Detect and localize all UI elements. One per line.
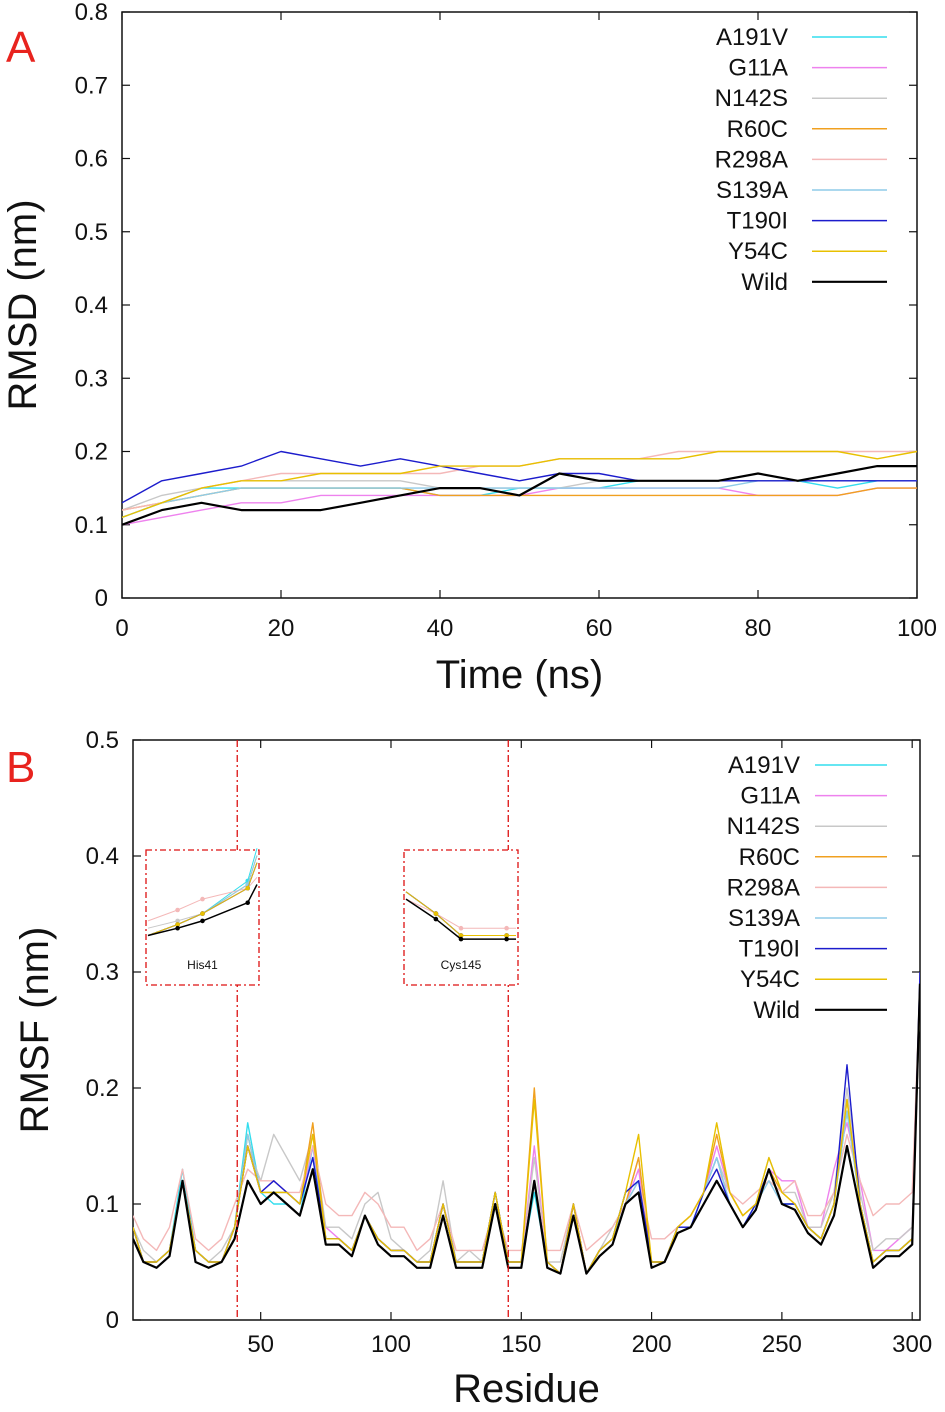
x-axis-title: Residue: [453, 1367, 600, 1411]
inset-frame: [403, 849, 519, 986]
series-lines: [133, 971, 920, 1275]
inset-point: [433, 916, 439, 922]
y-tick-label: 0.7: [75, 72, 108, 99]
inset-point: [433, 911, 439, 916]
inset-point: [504, 933, 509, 938]
inset-point: [504, 936, 509, 942]
legend-label: G11A: [740, 783, 800, 810]
inset-point: [200, 911, 205, 916]
legend-label: T190I: [727, 208, 788, 235]
x-tick-label: 100: [897, 615, 937, 642]
zoom-inset: Cys145: [403, 849, 519, 986]
x-tick-label: 20: [268, 615, 295, 642]
series-line-y54c: [133, 995, 920, 1275]
series-line-wild: [122, 465, 917, 526]
x-tick-label: 0: [115, 615, 128, 642]
series-line-a191v: [122, 480, 917, 519]
legend-label: Wild: [741, 269, 788, 296]
inset-frame: [145, 849, 260, 986]
series-line-t190i: [122, 450, 917, 504]
y-tick-label: 0.2: [86, 1075, 119, 1102]
series-line-n142s: [133, 983, 920, 1275]
inset-point: [458, 925, 464, 931]
y-tick-label: 0.4: [75, 292, 108, 319]
x-tick-label: 300: [892, 1331, 932, 1358]
legend-label: Y54C: [728, 238, 788, 265]
inset-point: [175, 922, 180, 927]
legend-label: G11A: [728, 55, 788, 82]
y-tick-label: 0.4: [86, 843, 119, 870]
inset-point: [200, 918, 205, 924]
plot-frame: [132, 739, 921, 1321]
x-tick-label: 60: [586, 615, 613, 642]
legend-label: T190I: [739, 936, 800, 963]
x-tick-label: 200: [632, 1331, 672, 1358]
series-lines: [122, 450, 917, 526]
inset-point: [175, 918, 180, 924]
y-tick-label: 0.2: [75, 439, 108, 466]
x-tick-label: 80: [745, 615, 772, 642]
legend-label: A191V: [716, 24, 788, 51]
inset-label: Cys145: [441, 958, 482, 972]
y-tick-label: 0: [106, 1307, 119, 1334]
y-tick-label: 0.6: [75, 146, 108, 173]
panel-b-letter: B: [6, 743, 35, 792]
series-line-r298a: [133, 983, 920, 1252]
y-tick-label: 0.1: [75, 512, 108, 539]
legend-label: S139A: [728, 905, 800, 932]
y-axis-title: RMSF (nm): [13, 927, 57, 1134]
legend-label: S139A: [716, 177, 788, 204]
legend-label: R60C: [727, 116, 788, 143]
y-tick-label: 0.5: [75, 219, 108, 246]
zoom-inset: His41: [145, 848, 260, 986]
series-line-g11a: [122, 487, 917, 526]
inset-point: [175, 925, 180, 931]
y-tick-label: 0.8: [75, 0, 108, 26]
inset-point: [245, 885, 250, 891]
y-tick-label: 0.3: [86, 959, 119, 986]
x-tick-label: 150: [501, 1331, 541, 1358]
x-tick-label: 50: [247, 1331, 274, 1358]
y-tick-label: 0.5: [86, 727, 119, 754]
panel-a-letter: A: [6, 23, 36, 72]
y-axis-title: RMSD (nm): [1, 199, 45, 410]
legend-label: N142S: [727, 813, 800, 840]
y-tick-label: 0.1: [86, 1191, 119, 1218]
legend-label: R298A: [715, 146, 788, 173]
inset-label: His41: [187, 958, 218, 972]
legend-label: A191V: [728, 752, 800, 779]
legend-label: R298A: [727, 874, 800, 901]
inset-point: [245, 900, 250, 905]
series-line-y54c: [122, 450, 917, 519]
y-tick-label: 0.3: [75, 365, 108, 392]
inset-point: [504, 925, 509, 931]
y-tick-label: 0: [95, 585, 108, 612]
inset-point: [200, 896, 205, 902]
x-tick-label: 40: [427, 615, 454, 642]
x-tick-label: 100: [371, 1331, 411, 1358]
inset-point: [458, 933, 464, 938]
x-tick-label: 250: [762, 1331, 802, 1358]
series-line-wild: [133, 983, 920, 1275]
inset-point: [458, 936, 464, 942]
x-axis-title: Time (ns): [436, 653, 603, 697]
legend-label: N142S: [715, 85, 788, 112]
legend-label: Y54C: [740, 966, 800, 993]
series-line-s139a: [122, 480, 917, 519]
series-line-r60c: [122, 487, 917, 511]
rmsd-panel: 0 0.1 0.2 0.3 0.4 0.5 0.6 0.7 0.8 0 20 40 60 80 100 RMS…: [1, 0, 937, 697]
legend-label: R60C: [739, 844, 800, 871]
legend-label: Wild: [753, 997, 800, 1024]
inset-point: [175, 907, 180, 913]
rmsf-panel: 0 0.1 0.2 0.3 0.4 0.5 50 100 150 200 250 300 RMSF (n…: [13, 727, 932, 1411]
